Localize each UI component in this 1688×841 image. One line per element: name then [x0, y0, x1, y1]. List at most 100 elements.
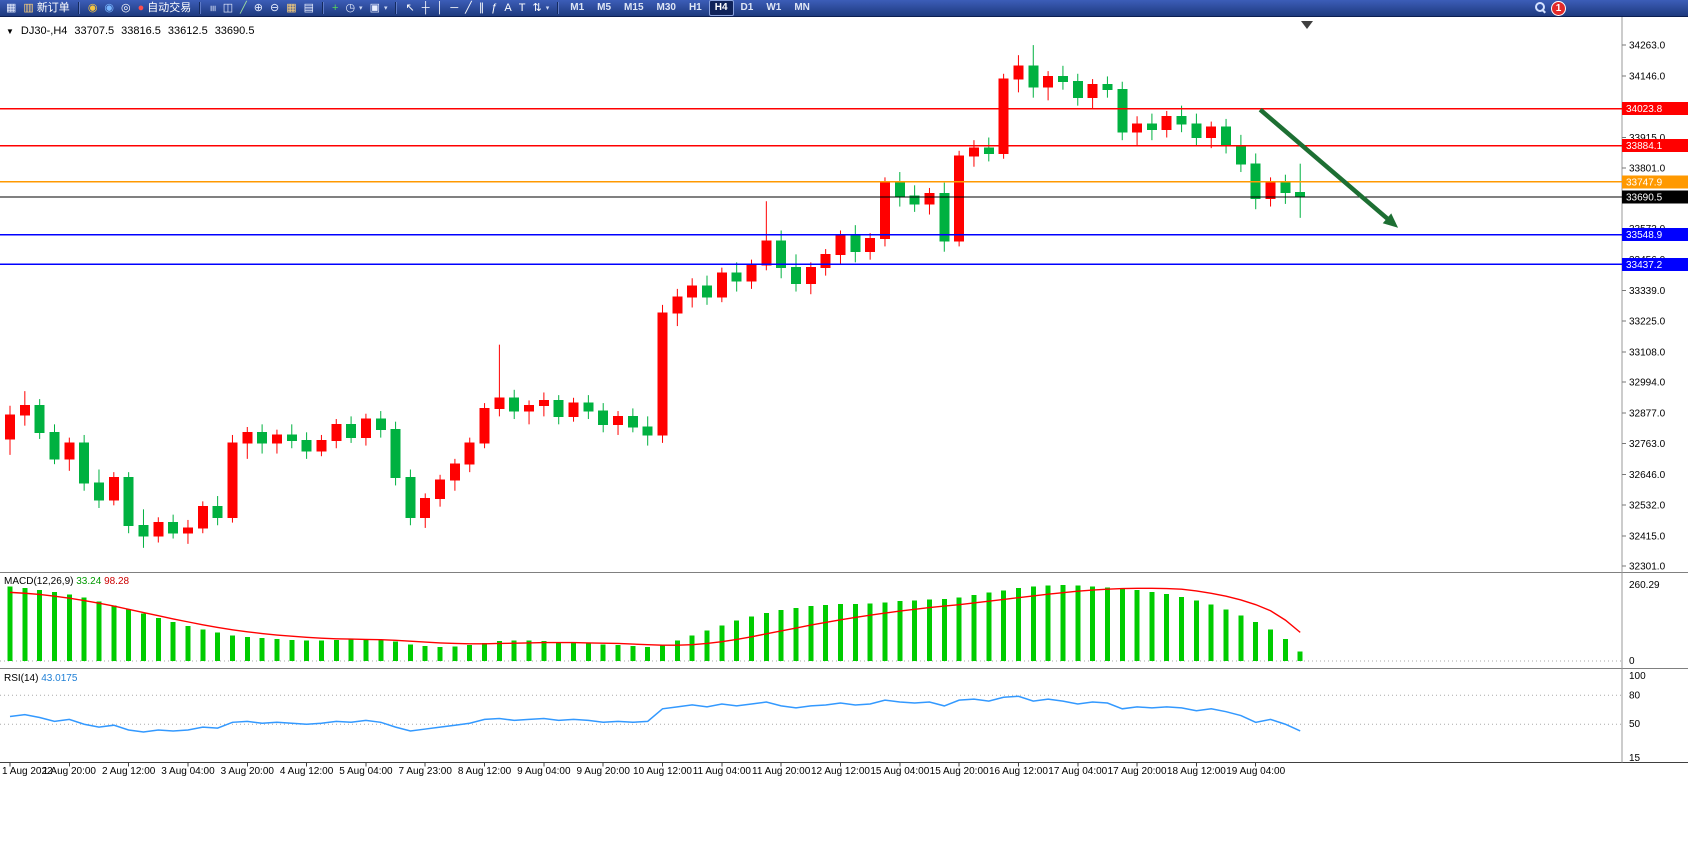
mql5-community-button[interactable]: ◉ — [85, 1, 101, 16]
bar-chart-button[interactable]: ≡ — [206, 1, 219, 16]
timeframe-m15-button[interactable]: M15 — [624, 2, 644, 13]
search-button[interactable] — [1532, 1, 1550, 16]
macd-bar — [1104, 587, 1110, 661]
tile-windows-button[interactable]: ▦ — [283, 1, 299, 16]
horizontal-line-button[interactable]: ─ — [447, 1, 461, 16]
symbol-dropdown-icon[interactable]: ▼ — [6, 26, 14, 36]
candle-body — [271, 434, 282, 444]
price-axis-label: 34146.0 — [1629, 72, 1666, 83]
candle-body — [331, 423, 342, 441]
new-order-button[interactable]: ▥ 新订单 — [20, 1, 72, 16]
candle-body — [820, 253, 831, 269]
template-icon: ▣ — [369, 1, 380, 14]
timeframe-h1-button[interactable]: H1 — [688, 2, 702, 13]
candle-body — [761, 240, 772, 266]
chat-button[interactable]: ◉ — [101, 1, 117, 16]
timeframe-d1-button[interactable]: D1 — [740, 2, 754, 13]
candle — [583, 395, 594, 420]
candle — [405, 469, 416, 526]
macd-bar — [1134, 590, 1140, 661]
cursor-button[interactable]: ↖ — [402, 1, 417, 16]
macd-bar — [1164, 593, 1170, 661]
candle-body — [805, 267, 816, 285]
indicators-button[interactable]: + — [329, 1, 341, 16]
trendline-icon: ╱ — [465, 1, 472, 14]
toolbar-separator — [395, 2, 398, 14]
time-axis-label: 17 Aug 04:00 — [1048, 766, 1107, 777]
macd-bar — [229, 635, 235, 661]
indicator-list-button[interactable]: ▤ — [301, 1, 317, 16]
candle — [998, 73, 1009, 159]
macd-bar — [170, 621, 176, 661]
price-line-badge: 33884.1 — [1622, 139, 1688, 153]
vertical-line-button[interactable]: │ — [434, 1, 447, 16]
candle — [820, 249, 831, 276]
rsi-axis-label: 100 — [1629, 671, 1646, 682]
candle-body — [776, 240, 787, 269]
price-axis-label: 33225.0 — [1629, 316, 1666, 327]
zoom-out-button[interactable]: ⊖ — [267, 1, 282, 16]
crosshair-button[interactable]: ┼ — [419, 1, 433, 16]
candle-body — [627, 415, 638, 428]
macd-bar — [318, 640, 324, 661]
candle — [449, 458, 460, 491]
candle — [805, 262, 816, 295]
channel-button[interactable]: ∥ — [476, 1, 488, 16]
price-badge-label: 33884.1 — [1626, 141, 1663, 152]
arrows-button[interactable]: ⇅ ▾ — [530, 1, 553, 16]
autotrading-icon: ● — [137, 1, 145, 14]
candle-body — [642, 426, 653, 436]
trend-arrow-annotation[interactable] — [1258, 107, 1399, 228]
candle-body — [954, 155, 965, 242]
candle-body — [835, 235, 846, 255]
timeframe-m30-button[interactable]: M30 — [656, 2, 676, 13]
candle-body — [1265, 182, 1276, 200]
chart-canvas[interactable]: 34263.034146.034029.033915.033801.033687… — [0, 17, 1688, 841]
timeframe-m1-button[interactable]: M1 — [570, 2, 585, 13]
candle-body — [360, 418, 371, 439]
trendline-button[interactable]: ╱ — [462, 1, 475, 16]
label-button[interactable]: T — [516, 1, 529, 16]
candle — [924, 187, 935, 215]
candle — [968, 140, 979, 167]
macd-bar — [200, 629, 206, 661]
time-axis-label: 3 Aug 20:00 — [221, 766, 275, 777]
templates-button[interactable]: ▣ ▾ — [367, 1, 391, 16]
candle-body — [1206, 126, 1217, 139]
new-chart-button[interactable]: ▦ — [3, 1, 19, 16]
candle-body — [968, 147, 979, 157]
candle-body — [212, 506, 223, 518]
timeframe-m5-button[interactable]: M5 — [597, 2, 612, 13]
candle — [257, 424, 268, 454]
macd-bar — [630, 645, 636, 661]
fibonacci-button[interactable]: ƒ — [488, 1, 500, 16]
candle — [271, 429, 282, 454]
candle-body — [79, 442, 90, 484]
chart-shift-marker[interactable] — [1301, 21, 1313, 29]
compass-icon: ◉ — [87, 1, 98, 14]
price-line-badge: 34023.8 — [1622, 102, 1688, 116]
timeframe-w1-button[interactable]: W1 — [766, 2, 782, 13]
candle — [1028, 45, 1039, 98]
timeframe-mn-button[interactable]: MN — [794, 2, 810, 13]
periods-button[interactable]: ◷ ▾ — [342, 1, 365, 16]
autotrading-button[interactable]: ● 自动交易 — [135, 1, 195, 16]
candle — [123, 472, 134, 534]
macd-bar — [304, 640, 310, 661]
macd-signal-line — [9, 587, 1301, 646]
text-button[interactable]: A — [501, 1, 514, 16]
candle-body — [1043, 75, 1054, 88]
candlestick-chart-button[interactable]: ◫ — [220, 1, 236, 16]
zoom-in-button[interactable]: ⊕ — [251, 1, 266, 16]
candle-body — [1013, 65, 1024, 80]
line-chart-button[interactable]: ╱ — [237, 1, 250, 16]
candle — [553, 395, 564, 425]
notification-badge[interactable]: 1 — [1551, 0, 1566, 16]
macd-bar — [1253, 622, 1259, 661]
candle — [1102, 76, 1113, 98]
timeframe-h4-button[interactable]: H4 — [708, 0, 734, 16]
macd-bar — [437, 646, 443, 661]
price-axis-label: 32532.0 — [1629, 500, 1666, 511]
market-watch-button[interactable]: ◎ — [118, 1, 134, 16]
candle — [360, 413, 371, 446]
